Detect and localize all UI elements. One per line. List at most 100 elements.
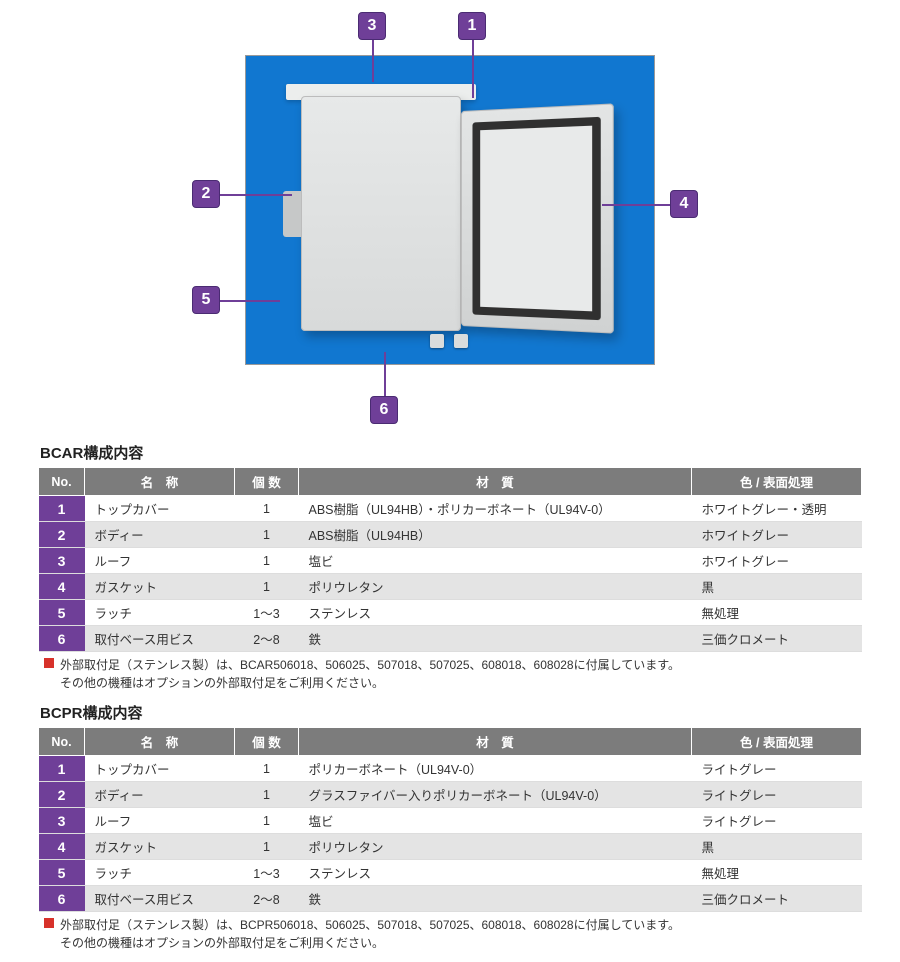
row-number-badge: 2 xyxy=(39,782,85,808)
row-number-badge: 2 xyxy=(39,522,85,548)
cell-finish: 三価クロメート xyxy=(692,626,862,652)
callout-line xyxy=(602,204,670,206)
callout-badge-4: 4 xyxy=(670,190,698,218)
cell-material: 鉄 xyxy=(299,886,692,912)
enclosure-body xyxy=(301,96,461,331)
note-line: 外部取付足（ステンレス製）は、BCPR506018、506025、507018、… xyxy=(60,918,680,932)
cell-qty: 1 xyxy=(235,834,299,860)
spec-table: No.名 称個 数材 質色 / 表面処理1トップカバー1ABS樹脂（UL94HB… xyxy=(38,467,862,652)
row-number-badge: 1 xyxy=(39,496,85,522)
enclosure-door xyxy=(461,103,614,333)
callout-line xyxy=(472,40,474,98)
cell-material: 塩ビ xyxy=(299,808,692,834)
note-marker-icon xyxy=(44,658,54,668)
table-row: 2ボディー1グラスファイバー入りポリカーボネート（UL94V-0）ライトグレー xyxy=(39,782,862,808)
cell-material: グラスファイバー入りポリカーボネート（UL94V-0） xyxy=(299,782,692,808)
table-row: 2ボディー1ABS樹脂（UL94HB）ホワイトグレー xyxy=(39,522,862,548)
table-row: 4ガスケット1ポリウレタン黒 xyxy=(39,834,862,860)
note-line: その他の機種はオプションの外部取付足をご利用ください。 xyxy=(60,676,384,690)
callout-line xyxy=(372,40,374,82)
cell-material: 塩ビ xyxy=(299,548,692,574)
note-line: その他の機種はオプションの外部取付足をご利用ください。 xyxy=(60,936,384,950)
cell-qty: 1 xyxy=(235,522,299,548)
cell-name: 取付ベース用ビス xyxy=(85,626,235,652)
figure-area: 1 2 3 4 5 6 xyxy=(0,0,900,430)
cell-material: ステンレス xyxy=(299,600,692,626)
cell-material: ポリウレタン xyxy=(299,574,692,600)
cell-material: ABS樹脂（UL94HB） xyxy=(299,522,692,548)
cell-name: ラッチ xyxy=(85,600,235,626)
cell-name: ボディー xyxy=(85,782,235,808)
cell-qty: 2～8 xyxy=(235,886,299,912)
callout-line xyxy=(384,352,386,396)
row-number-badge: 3 xyxy=(39,548,85,574)
cell-finish: 無処理 xyxy=(692,600,862,626)
cell-finish: 無処理 xyxy=(692,860,862,886)
cell-name: トップカバー xyxy=(85,756,235,782)
cell-finish: ライトグレー xyxy=(692,808,862,834)
row-number-badge: 5 xyxy=(39,600,85,626)
cell-finish: ホワイトグレー xyxy=(692,522,862,548)
callout-badge-6: 6 xyxy=(370,396,398,424)
cell-qty: 1～3 xyxy=(235,860,299,886)
column-header: 個 数 xyxy=(235,468,299,496)
cell-finish: 黒 xyxy=(692,834,862,860)
section-title: BCPR構成内容 xyxy=(40,702,862,723)
row-number-badge: 1 xyxy=(39,756,85,782)
cell-name: ガスケット xyxy=(85,834,235,860)
row-number-badge: 5 xyxy=(39,860,85,886)
spec-table: No.名 称個 数材 質色 / 表面処理1トップカバー1ポリカーボネート（UL9… xyxy=(38,727,862,912)
table-row: 5ラッチ1～3ステンレス無処理 xyxy=(39,860,862,886)
section-title: BCAR構成内容 xyxy=(40,442,862,463)
cell-name: トップカバー xyxy=(85,496,235,522)
cell-finish: ホワイトグレー・透明 xyxy=(692,496,862,522)
callout-badge-2: 2 xyxy=(192,180,220,208)
table-row: 4ガスケット1ポリウレタン黒 xyxy=(39,574,862,600)
callout-badge-3: 3 xyxy=(358,12,386,40)
column-header: 色 / 表面処理 xyxy=(692,728,862,756)
cell-finish: 三価クロメート xyxy=(692,886,862,912)
cell-material: ポリウレタン xyxy=(299,834,692,860)
cell-qty: 1～3 xyxy=(235,600,299,626)
table-row: 1トップカバー1ABS樹脂（UL94HB）・ポリカーボネート（UL94V-0）ホ… xyxy=(39,496,862,522)
cell-qty: 1 xyxy=(235,808,299,834)
column-header: 個 数 xyxy=(235,728,299,756)
cell-qty: 1 xyxy=(235,782,299,808)
cell-material: 鉄 xyxy=(299,626,692,652)
row-number-badge: 6 xyxy=(39,886,85,912)
column-header: 名 称 xyxy=(85,468,235,496)
table-row: 5ラッチ1～3ステンレス無処理 xyxy=(39,600,862,626)
table-row: 3ルーフ1塩ビホワイトグレー xyxy=(39,548,862,574)
note-line: 外部取付足（ステンレス製）は、BCAR506018、506025、507018、… xyxy=(60,658,680,672)
cell-name: ルーフ xyxy=(85,548,235,574)
cell-qty: 1 xyxy=(235,756,299,782)
cell-name: ラッチ xyxy=(85,860,235,886)
column-header: 材 質 xyxy=(299,468,692,496)
cell-qty: 1 xyxy=(235,574,299,600)
table-row: 3ルーフ1塩ビライトグレー xyxy=(39,808,862,834)
column-header: 色 / 表面処理 xyxy=(692,468,862,496)
cell-finish: ライトグレー xyxy=(692,782,862,808)
cell-finish: ライトグレー xyxy=(692,756,862,782)
callout-line xyxy=(220,194,292,196)
callout-badge-5: 5 xyxy=(192,286,220,314)
cell-material: ABS樹脂（UL94HB）・ポリカーボネート（UL94V-0） xyxy=(299,496,692,522)
row-number-badge: 6 xyxy=(39,626,85,652)
cell-material: ポリカーボネート（UL94V-0） xyxy=(299,756,692,782)
callout-badge-1: 1 xyxy=(458,12,486,40)
callout-line xyxy=(220,300,280,302)
row-number-badge: 3 xyxy=(39,808,85,834)
table-row: 6取付ベース用ビス2～8鉄三価クロメート xyxy=(39,626,862,652)
column-header: 名 称 xyxy=(85,728,235,756)
table-row: 1トップカバー1ポリカーボネート（UL94V-0）ライトグレー xyxy=(39,756,862,782)
cell-material: ステンレス xyxy=(299,860,692,886)
cell-finish: 黒 xyxy=(692,574,862,600)
cell-name: ボディー xyxy=(85,522,235,548)
product-photo xyxy=(245,55,655,365)
cell-name: ルーフ xyxy=(85,808,235,834)
column-header: No. xyxy=(39,468,85,496)
note-marker-icon xyxy=(44,918,54,928)
column-header: 材 質 xyxy=(299,728,692,756)
cell-name: 取付ベース用ビス xyxy=(85,886,235,912)
table-row: 6取付ベース用ビス2～8鉄三価クロメート xyxy=(39,886,862,912)
